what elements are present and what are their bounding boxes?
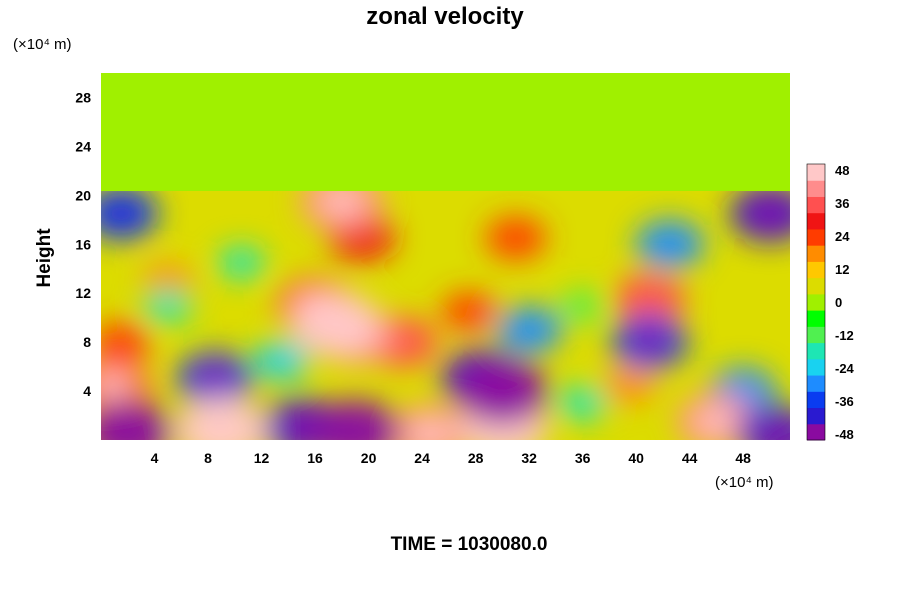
y-tick-label: 8 <box>83 334 91 350</box>
colorbar-tick-label: 36 <box>835 196 849 211</box>
colorbar-band <box>807 245 825 262</box>
colorbar-tick-label: -48 <box>835 427 854 442</box>
y-tick-label: 4 <box>83 383 91 399</box>
colorbar-band <box>807 391 825 409</box>
y-tick-label: 16 <box>75 236 91 252</box>
y-tick-label: 20 <box>75 187 91 203</box>
velocity-feature-core <box>198 414 244 440</box>
velocity-feature <box>101 321 151 364</box>
colorbar-band <box>807 164 825 181</box>
velocity-feature <box>217 245 265 280</box>
x-tick-label: 8 <box>204 450 212 466</box>
colorbar-band <box>807 180 825 197</box>
velocity-feature <box>143 263 193 299</box>
colorbar-band <box>807 261 825 279</box>
velocity-feature <box>485 216 547 261</box>
velocity-feature <box>603 366 656 404</box>
velocity-feature <box>560 289 605 322</box>
colorbar-band <box>807 423 825 441</box>
lower-field <box>101 191 790 440</box>
time-label: TIME = 1030080.0 <box>391 534 548 555</box>
y-tick-label: 28 <box>75 89 91 105</box>
x-tick-label: 16 <box>307 450 323 466</box>
velocity-feature-core <box>697 408 736 436</box>
colorbar-band <box>807 342 825 360</box>
x-tick-label: 40 <box>628 450 644 466</box>
velocity-feature <box>441 291 497 332</box>
velocity-feature <box>557 385 608 422</box>
velocity-feature <box>495 306 563 354</box>
chart-title: zonal velocity <box>366 3 524 30</box>
x-tick-label: 36 <box>575 450 591 466</box>
colorbar-band <box>807 212 825 230</box>
colorbar-ticks: 48 36 24 12 0 -12 -24 -36 -48 <box>835 163 855 442</box>
velocity-feature-core <box>313 308 357 340</box>
colorbar-tick-label: -12 <box>835 328 854 343</box>
colorbar-band <box>807 407 825 425</box>
x-ticks: 4 8 12 16 20 24 28 32 36 40 44 48 <box>151 450 752 466</box>
velocity-features <box>101 191 790 440</box>
colorbar-band <box>807 358 825 376</box>
upper-layer <box>101 73 790 192</box>
colorbar-tick-label: -24 <box>835 361 855 376</box>
y-tick-label: 12 <box>75 285 91 301</box>
velocity-feature-core <box>105 417 150 440</box>
plot-area <box>101 73 790 440</box>
colorbar-tick-label: 48 <box>835 163 849 178</box>
velocity-feature <box>613 273 686 326</box>
velocity-feature-core <box>409 420 448 440</box>
velocity-feature-core <box>101 371 131 398</box>
x-tick-label: 28 <box>468 450 484 466</box>
colorbar-band <box>807 326 825 344</box>
colorbar-tick-label: 12 <box>835 262 849 277</box>
x-tick-label: 48 <box>735 450 751 466</box>
colorbar-tick-label: 0 <box>835 295 842 310</box>
velocity-feature <box>635 219 705 270</box>
x-tick-label: 44 <box>682 450 698 466</box>
x-unit-label: (×10⁴ m) <box>715 474 774 491</box>
velocity-feature-core <box>333 416 378 440</box>
velocity-feature-core <box>321 191 362 216</box>
y-tick-label: 24 <box>75 138 91 154</box>
x-tick-label: 32 <box>521 450 537 466</box>
velocity-feature-core <box>630 329 669 356</box>
colorbar-tick-label: 24 <box>835 229 850 244</box>
velocity-feature <box>143 287 193 324</box>
colorbar <box>806 163 826 441</box>
colorbar-band <box>807 277 825 295</box>
velocity-feature-core <box>479 375 525 407</box>
colorbar-tick-label: -36 <box>835 394 854 409</box>
x-tick-label: 24 <box>414 450 430 466</box>
velocity-feature-core <box>196 365 234 392</box>
x-tick-label: 20 <box>361 450 377 466</box>
y-axis-label: Height <box>34 228 55 288</box>
velocity-feature-core <box>750 200 790 228</box>
x-tick-label: 4 <box>151 450 159 466</box>
colorbar-band <box>807 310 825 327</box>
velocity-feature-core <box>757 420 790 440</box>
colorbar-band <box>807 375 825 392</box>
colorbar-band <box>807 196 825 214</box>
colorbar-band <box>807 293 825 311</box>
colorbar-band <box>807 228 825 246</box>
x-tick-label: 12 <box>254 450 270 466</box>
colorbar-frame <box>806 163 826 441</box>
y-unit-label: (×10⁴ m) <box>13 36 72 53</box>
velocity-feature-core <box>103 201 139 227</box>
y-ticks: 4 8 12 16 20 24 28 <box>75 89 91 399</box>
velocity-feature <box>253 340 310 381</box>
